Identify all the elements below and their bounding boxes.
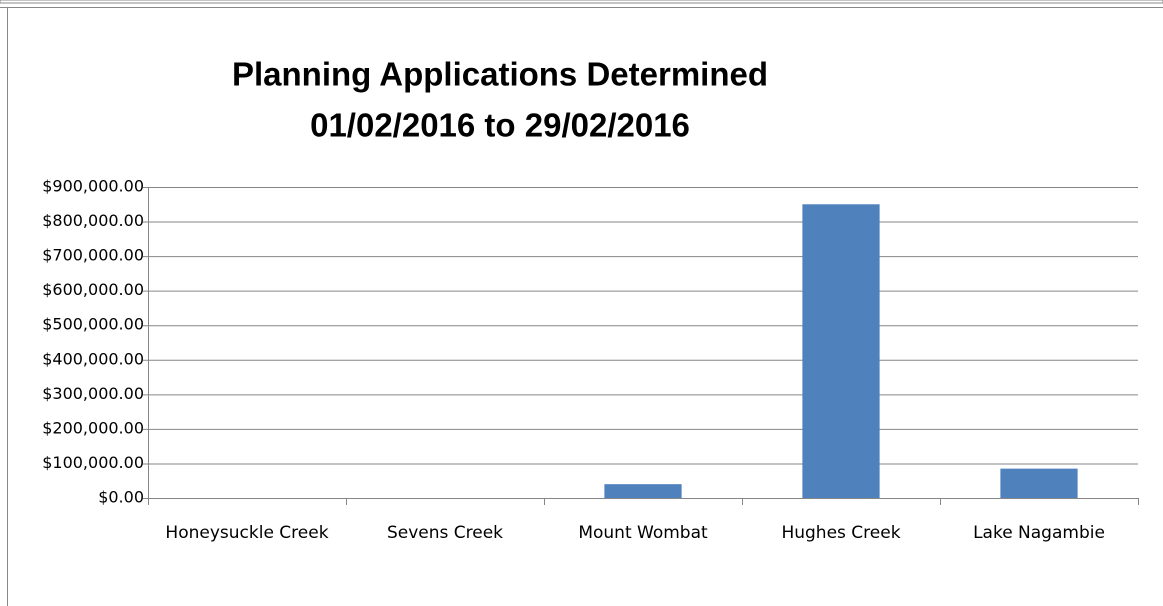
y-tick-label: $800,000.00 [42,211,144,230]
chart-title: 01/02/2016 to 29/02/2016 [310,107,690,144]
y-tick-label: $100,000.00 [42,453,144,472]
bar [1000,468,1078,498]
x-tick-label: Mount Wombat [578,523,708,543]
frame-top [0,0,1163,4]
x-tick-label: Sevens Creek [386,523,504,543]
y-tick-label: $300,000.00 [42,384,144,403]
y-tick-label: $500,000.00 [42,315,144,334]
x-tick-label: Hughes Creek [781,523,901,543]
x-tick-label: Lake Nagambie [973,523,1105,543]
y-tick-label: $0.00 [98,488,144,507]
y-tick-label: $200,000.00 [42,418,144,437]
bar [604,484,682,498]
y-tick-label: $400,000.00 [42,349,144,368]
y-tick-label: $700,000.00 [42,246,144,265]
bar [802,204,880,498]
y-tick-label: $900,000.00 [42,177,144,196]
chart-title: Planning Applications Determined [232,56,768,93]
x-tick-label: Honeysuckle Creek [165,523,329,543]
y-tick-label: $600,000.00 [42,280,144,299]
